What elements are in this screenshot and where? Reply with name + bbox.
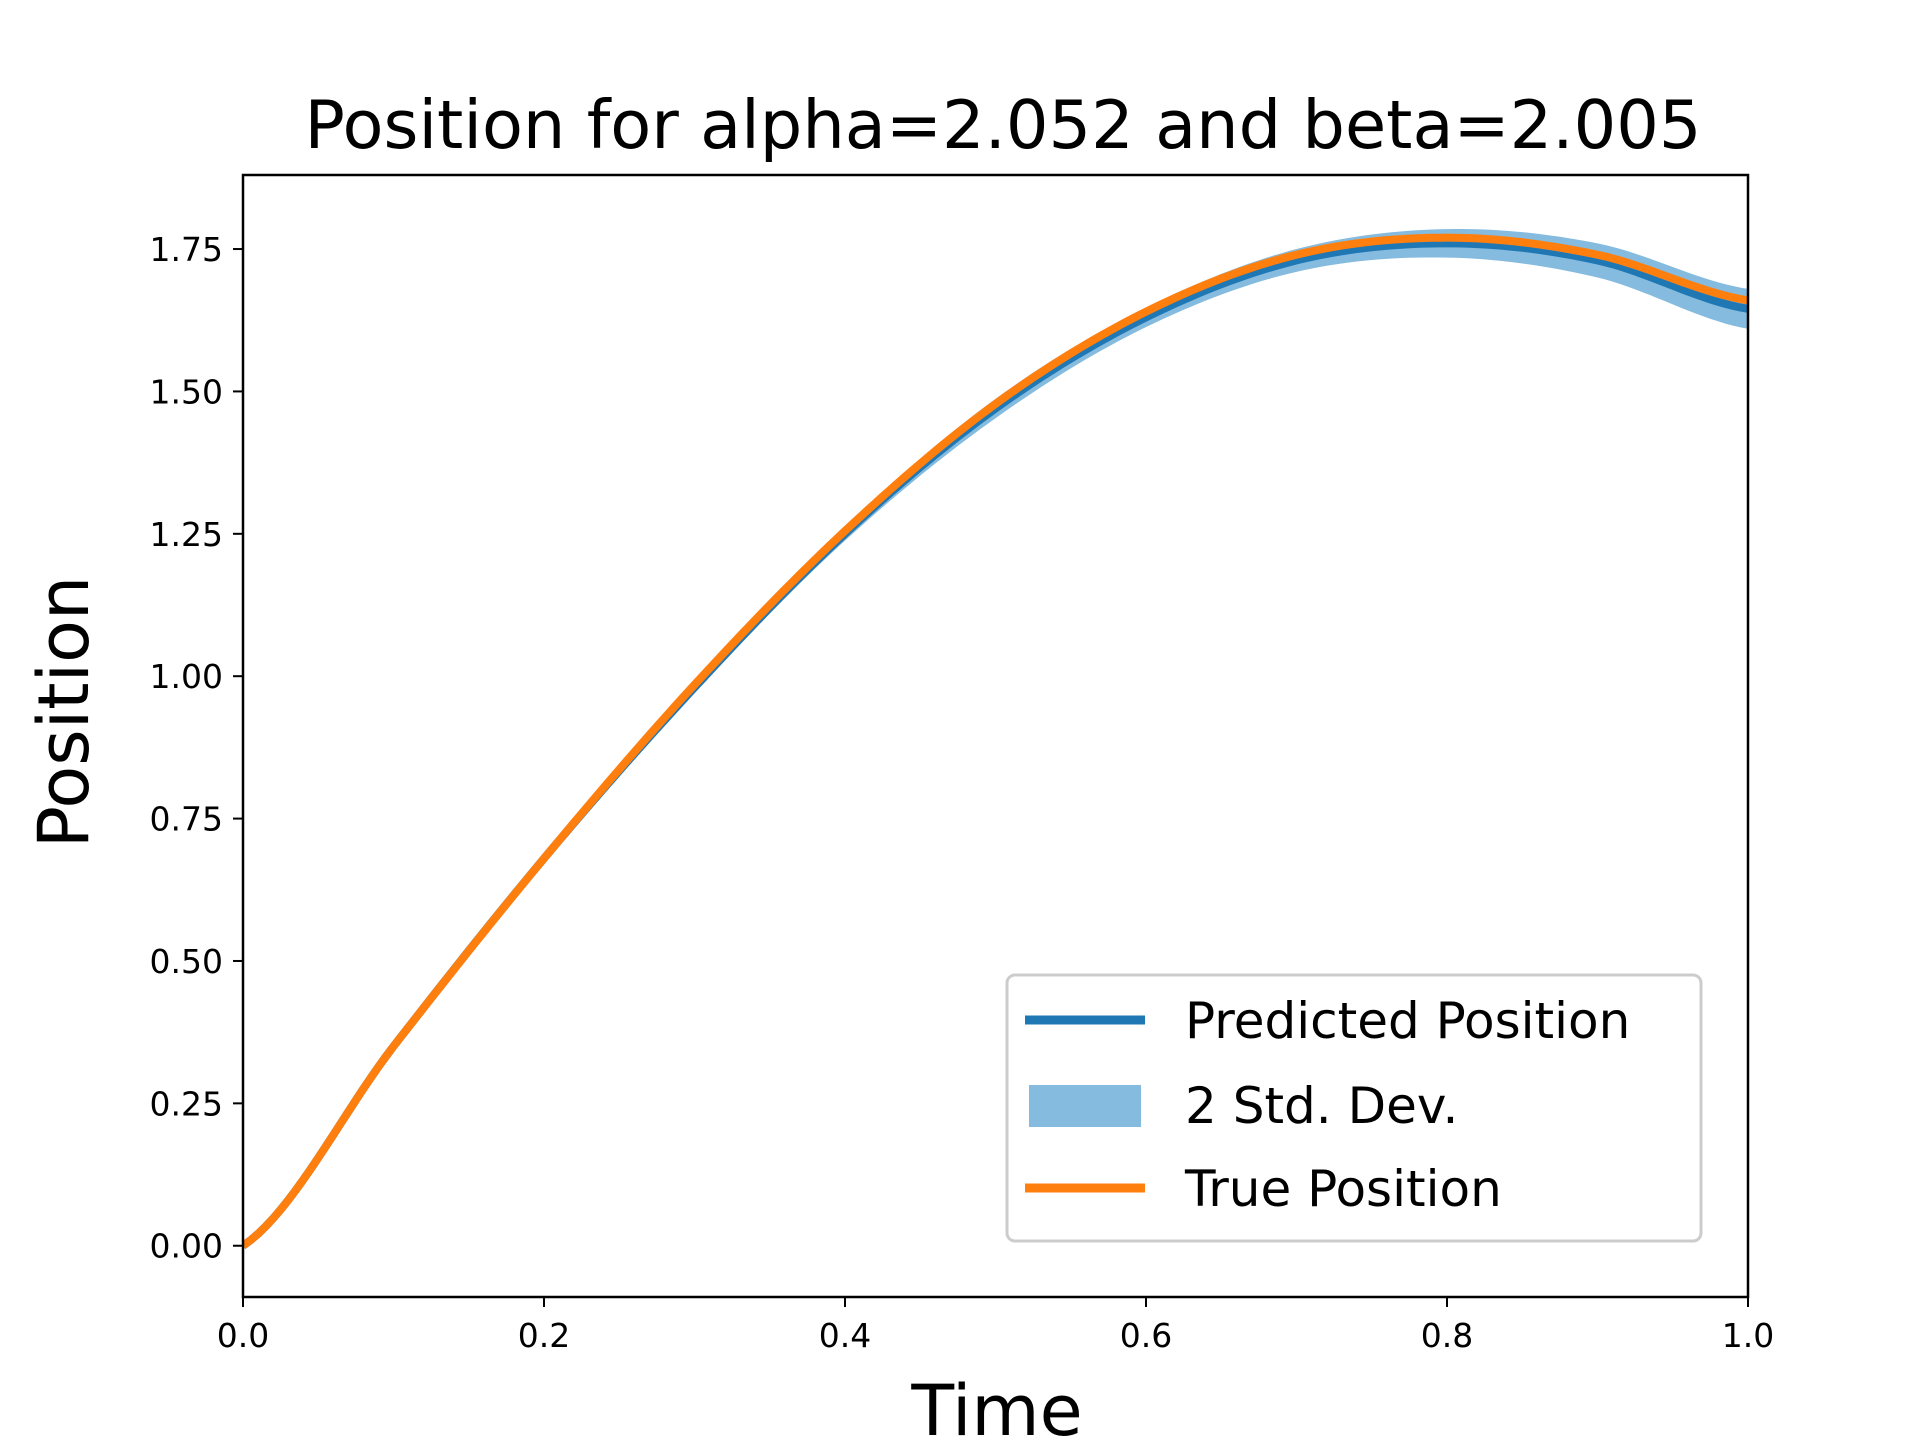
legend-label-predicted-position: Predicted Position (1185, 992, 1630, 1050)
x-axis: 0.0 0.2 0.4 0.6 0.8 1.0 (217, 1297, 1774, 1355)
y-tick-label: 1.75 (150, 230, 223, 269)
y-tick-label: 1.00 (150, 657, 223, 696)
legend-swatch-2-std-dev (1029, 1085, 1141, 1127)
x-tick-label: 1.0 (1722, 1316, 1774, 1355)
y-tick-label: 1.50 (150, 372, 223, 411)
x-tick-label: 0.6 (1120, 1316, 1172, 1355)
x-tick-label: 0.4 (819, 1316, 871, 1355)
axes-frame (241, 173, 1750, 1299)
x-tick-label: 0.2 (518, 1316, 570, 1355)
y-tick-label: 1.25 (150, 515, 223, 554)
legend-box (1005, 973, 1703, 1243)
series-line-true-position (243, 233, 1748, 1249)
y-tick-label: 0.75 (150, 800, 223, 839)
plot-area (243, 229, 1748, 1249)
legend-label-true-position: True Position (1184, 1160, 1502, 1218)
legend: Predicted Position 2 Std. Dev. True Posi… (1005, 973, 1703, 1243)
chart-title: Position for alpha=2.052 and beta=2.005 (305, 86, 1702, 164)
legend-label-2-std-dev: 2 Std. Dev. (1185, 1077, 1458, 1135)
y-tick-label: 0.00 (150, 1227, 223, 1266)
plot-series (243, 229, 1748, 1249)
y-axis-title: Position (23, 576, 105, 849)
x-axis-title: Time (910, 1370, 1082, 1440)
x-tick-label: 0.0 (217, 1316, 269, 1355)
y-tick-label: 0.25 (150, 1084, 223, 1123)
y-tick-label: 0.50 (150, 942, 223, 981)
x-tick-label: 0.8 (1421, 1316, 1473, 1355)
y-axis: 0.00 0.25 0.50 0.75 1.00 1.25 1.50 1.75 (150, 230, 243, 1266)
